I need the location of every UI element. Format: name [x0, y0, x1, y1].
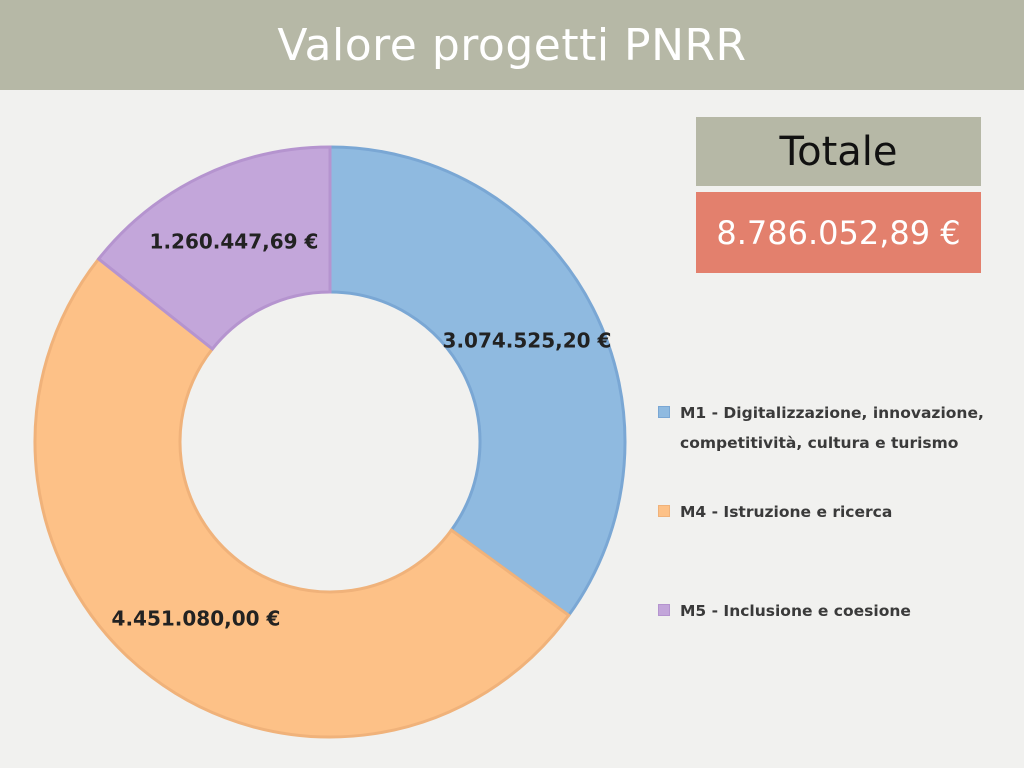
- legend-item-m1: M1 - Digitalizzazione, innovazione, comp…: [658, 398, 1000, 458]
- donut-chart: 3.074.525,20 € 4.451.080,00 € 1.260.447,69…: [33, 145, 627, 739]
- data-label-m5: 1.260.447,69 €: [150, 230, 319, 254]
- chart-slices: [33, 145, 627, 739]
- data-label-m4: 4.451.080,00 €: [112, 607, 281, 631]
- total-value-box: 8.786.052,89 €: [696, 192, 981, 273]
- legend-item-m5: M5 - Inclusione e coesione: [658, 596, 1000, 626]
- total-label-box: Totale: [696, 117, 981, 186]
- legend-swatch-m4: [658, 505, 670, 517]
- donut-slice-m5: [96, 145, 332, 352]
- legend-swatch-m5: [658, 604, 670, 616]
- legend-item-m4: M4 - Istruzione e ricerca: [658, 497, 1000, 527]
- legend-label-m4: M4 - Istruzione e ricerca: [680, 503, 893, 521]
- legend-swatch-m1: [658, 406, 670, 418]
- total-value: 8.786.052,89 €: [716, 213, 961, 252]
- donut-slice-m4: [33, 256, 571, 739]
- page-title: Valore progetti PNRR: [277, 19, 747, 71]
- total-label: Totale: [779, 128, 898, 175]
- legend-label-m1: M1 - Digitalizzazione, innovazione, comp…: [680, 404, 984, 452]
- header-bar: Valore progetti PNRR: [0, 0, 1024, 90]
- data-label-m1: 3.074.525,20 €: [443, 329, 612, 353]
- legend-label-m5: M5 - Inclusione e coesione: [680, 602, 911, 620]
- donut-slice-m1: [328, 145, 627, 618]
- chart-data-labels: 3.074.525,20 € 4.451.080,00 € 1.260.447,69…: [112, 230, 612, 631]
